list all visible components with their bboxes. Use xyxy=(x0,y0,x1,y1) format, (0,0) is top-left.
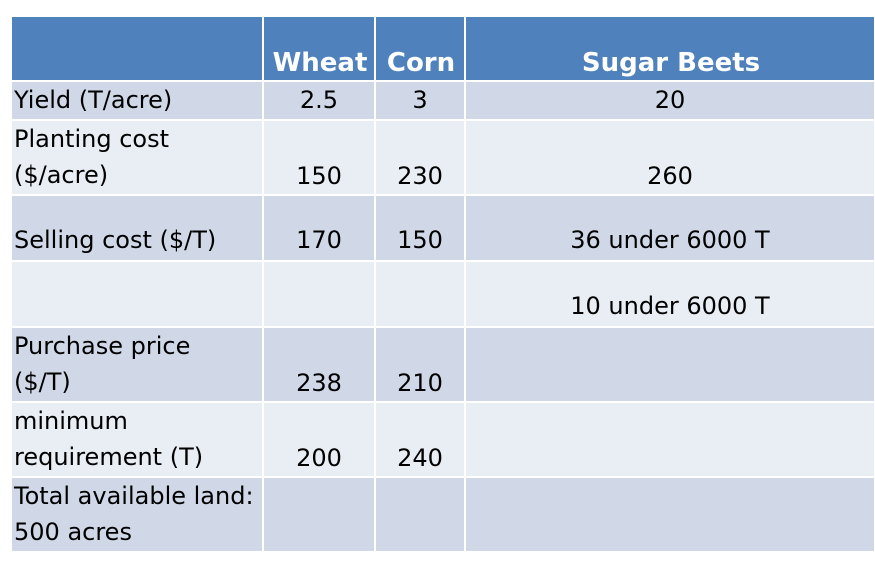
row-minimum-corn-value: 240 xyxy=(397,444,443,472)
row-purchase-label-line2: ($/T) xyxy=(14,368,71,396)
row-selling2-beets-value: 10 under 6000 T xyxy=(570,292,770,320)
header-sugar-beets: Sugar Beets xyxy=(466,17,874,80)
row-planting-beets: 260 xyxy=(466,121,874,194)
row-purchase-beets xyxy=(466,328,874,401)
row-land-label: Total available land: 500 acres xyxy=(12,478,262,551)
row-selling2-beets: 10 under 6000 T xyxy=(466,262,874,326)
row-planting-beets-value: 260 xyxy=(647,162,693,190)
row-selling-label: Selling cost ($/T) xyxy=(12,196,262,260)
row-land-beets xyxy=(466,478,874,551)
row-selling-beets: 36 under 6000 T xyxy=(466,196,874,260)
row-purchase-corn-value: 210 xyxy=(397,369,443,397)
row-planting-corn-value: 230 xyxy=(397,162,443,190)
header-wheat-label: Wheat xyxy=(272,48,368,78)
row-selling-beets-value: 36 under 6000 T xyxy=(570,226,770,254)
row-yield-wheat-value: 2.5 xyxy=(299,86,339,114)
header-corner-cell xyxy=(12,17,262,80)
row-selling2-label xyxy=(12,262,262,326)
row-yield-label: Yield (T/acre) xyxy=(12,82,262,119)
row-purchase-wheat-value: 238 xyxy=(296,369,342,397)
row-selling2-corn xyxy=(376,262,464,326)
row-planting-label-line2: ($/acre) xyxy=(14,161,109,189)
row-planting-wheat: 150 xyxy=(264,121,374,194)
row-purchase-wheat: 238 xyxy=(264,328,374,401)
row-minimum-wheat-value: 200 xyxy=(296,444,342,472)
header-corn-label: Corn xyxy=(386,48,456,78)
row-yield-beets-value: 20 xyxy=(654,86,686,114)
row-yield-wheat: 2.5 xyxy=(264,82,374,119)
row-selling-wheat: 170 xyxy=(264,196,374,260)
header-wheat: Wheat xyxy=(264,17,374,80)
row-selling-corn: 150 xyxy=(376,196,464,260)
row-minimum-label-line1: minimum xyxy=(14,407,128,435)
row-selling2-wheat xyxy=(264,262,374,326)
row-purchase-label-line1: Purchase price xyxy=(14,332,191,360)
row-land-label-line1: Total available land: xyxy=(14,482,254,510)
row-land-wheat xyxy=(264,478,374,551)
row-minimum-label: minimum requirement (T) xyxy=(12,403,262,476)
header-corn: Corn xyxy=(376,17,464,80)
row-yield-corn: 3 xyxy=(376,82,464,119)
row-minimum-label-line2: requirement (T) xyxy=(14,443,204,471)
row-selling-wheat-value: 170 xyxy=(296,226,342,254)
row-selling-label-text: Selling cost ($/T) xyxy=(14,226,217,254)
row-planting-corn: 230 xyxy=(376,121,464,194)
row-planting-wheat-value: 150 xyxy=(296,162,342,190)
header-sugar-beets-label: Sugar Beets xyxy=(581,48,761,78)
row-purchase-label: Purchase price ($/T) xyxy=(12,328,262,401)
row-yield-beets: 20 xyxy=(466,82,874,119)
row-land-label-line2: 500 acres xyxy=(14,518,132,546)
row-yield-corn-value: 3 xyxy=(412,86,428,114)
row-land-corn xyxy=(376,478,464,551)
row-minimum-beets xyxy=(466,403,874,476)
row-purchase-corn: 210 xyxy=(376,328,464,401)
row-minimum-corn: 240 xyxy=(376,403,464,476)
row-minimum-wheat: 200 xyxy=(264,403,374,476)
row-planting-label-line1: Planting cost xyxy=(14,125,170,153)
row-planting-label: Planting cost ($/acre) xyxy=(12,121,262,194)
row-yield-label-text: Yield (T/acre) xyxy=(14,86,173,114)
row-selling-corn-value: 150 xyxy=(397,226,443,254)
